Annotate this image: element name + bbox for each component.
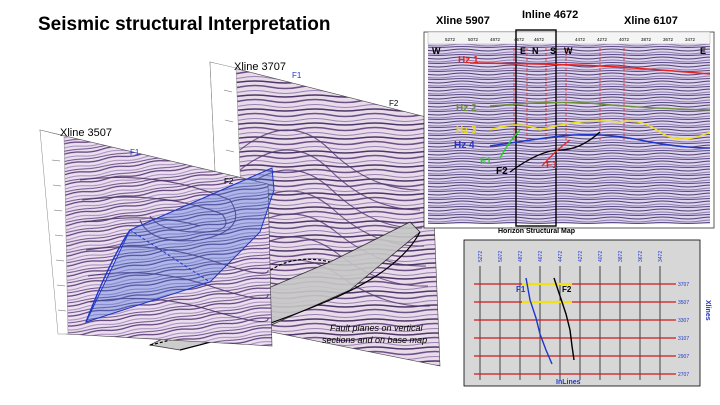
fault-f1-green-label: F1 bbox=[480, 156, 492, 167]
front-fault-f1-label: F1 bbox=[130, 148, 140, 157]
map-inlines-label: InLines bbox=[556, 379, 581, 386]
back-fault-f1-label: F1 bbox=[292, 71, 302, 80]
inline-tick: 4872 bbox=[518, 251, 524, 262]
front-fault-f2-label: F2 bbox=[224, 177, 234, 186]
fault-f2-black-line bbox=[509, 131, 601, 173]
direction-w-left: W bbox=[432, 46, 441, 56]
trace-number: 4672 bbox=[514, 37, 525, 42]
trace-number: 3672 bbox=[663, 37, 674, 42]
map-fault-f2-label: F2 bbox=[562, 285, 572, 294]
section-label-inline-4672: Inline 4672 bbox=[522, 9, 578, 21]
horizon-hz3-line bbox=[489, 120, 711, 140]
xline-tick: 2707 bbox=[678, 372, 689, 378]
inline-tick: 4272 bbox=[578, 251, 584, 262]
map-fault-f2-trace bbox=[553, 277, 575, 361]
trace-number: 5272 bbox=[445, 37, 456, 42]
map-xline-grid bbox=[474, 283, 676, 375]
back-fault-f2-label: F2 bbox=[389, 99, 399, 108]
section-label-xline-5907: Xline 5907 bbox=[436, 15, 490, 27]
fault-f1-red-label: F1 bbox=[546, 160, 558, 171]
fault-f1-red-line bbox=[541, 139, 571, 167]
horizon-hz2-line bbox=[489, 101, 711, 111]
map-fault-f1-label: F1 bbox=[516, 285, 526, 294]
inline-tick: 4672 bbox=[538, 251, 544, 262]
xline-tick: 3307 bbox=[678, 318, 689, 324]
xline-tick: 3507 bbox=[678, 300, 689, 306]
horizon-hz1-label: Hz 1 bbox=[458, 55, 479, 66]
trace-number: 4272 bbox=[597, 37, 608, 42]
horizon-hz1-line bbox=[469, 62, 711, 75]
section-trace-numbers: 5272 5072 4872 4672 4672 4472 4272 4072 … bbox=[445, 37, 696, 42]
structural-map: Horizon Structural Map 5272 5072 4872 46… bbox=[463, 228, 711, 387]
direction-n: N bbox=[532, 46, 539, 56]
trace-number: 5072 bbox=[468, 37, 479, 42]
back-panel-label: Xline 3707 bbox=[234, 61, 286, 73]
map-title: Horizon Structural Map bbox=[498, 228, 575, 235]
trace-number: 3472 bbox=[685, 37, 696, 42]
inline-tick: 3672 bbox=[638, 251, 644, 262]
direction-w-right: W bbox=[564, 46, 573, 56]
xline-tick: 3107 bbox=[678, 336, 689, 342]
xline-tick: 3707 bbox=[678, 282, 689, 288]
section-label-xline-6107: Xline 6107 bbox=[624, 15, 678, 27]
inline-tick: 4072 bbox=[598, 251, 604, 262]
front-seismic-panel: Xline 3507 F1 F2 bbox=[39, 127, 275, 347]
inline-tick: 3472 bbox=[658, 251, 664, 262]
front-depth-ticks bbox=[51, 159, 67, 312]
trace-number: 4672 bbox=[534, 37, 545, 42]
front-panel-label: Xline 3507 bbox=[60, 127, 112, 139]
horizon-hz2-label: Hz 2 bbox=[456, 103, 477, 114]
horizon-hz3-label: Hz 3 bbox=[456, 125, 477, 136]
direction-e-right: E bbox=[700, 46, 706, 56]
trace-number: 3872 bbox=[641, 37, 652, 42]
page-title: Seismic structural Interpretation bbox=[38, 14, 331, 35]
direction-s: S bbox=[550, 46, 556, 56]
caption-line-1: Fault planes on vertical bbox=[330, 323, 424, 333]
fault-planes-caption: Fault planes on vertical sections and on… bbox=[322, 323, 427, 345]
trace-number: 4072 bbox=[619, 37, 630, 42]
map-inline-ticks: 5272 5072 4872 4672 4472 4272 4072 3872 … bbox=[478, 251, 664, 262]
map-fault-f1-trace bbox=[525, 277, 553, 365]
map-xlines-label: Xlines bbox=[704, 300, 711, 321]
inline-tick: 5072 bbox=[498, 251, 504, 262]
direction-e: E bbox=[520, 46, 526, 56]
trace-number: 4872 bbox=[490, 37, 501, 42]
horizon-hz4-line bbox=[489, 133, 711, 149]
inline-tick: 3872 bbox=[618, 251, 624, 262]
fault-f1-green-line bbox=[499, 129, 521, 159]
map-xline-ticks: 3707 3507 3307 3107 2907 2707 bbox=[678, 282, 689, 378]
xline-tick: 2907 bbox=[678, 354, 689, 360]
fault-f2-black-label: F2 bbox=[496, 166, 508, 177]
inline-tick: 5272 bbox=[478, 251, 484, 262]
interpreted-section: 5272 5072 4872 4672 4672 4472 4272 4072 … bbox=[423, 9, 715, 229]
inline-tick: 4472 bbox=[558, 251, 564, 262]
trace-number: 4472 bbox=[575, 37, 586, 42]
horizon-hz4-label: Hz 4 bbox=[454, 140, 475, 151]
caption-line-2: sections and on base map bbox=[322, 335, 427, 345]
